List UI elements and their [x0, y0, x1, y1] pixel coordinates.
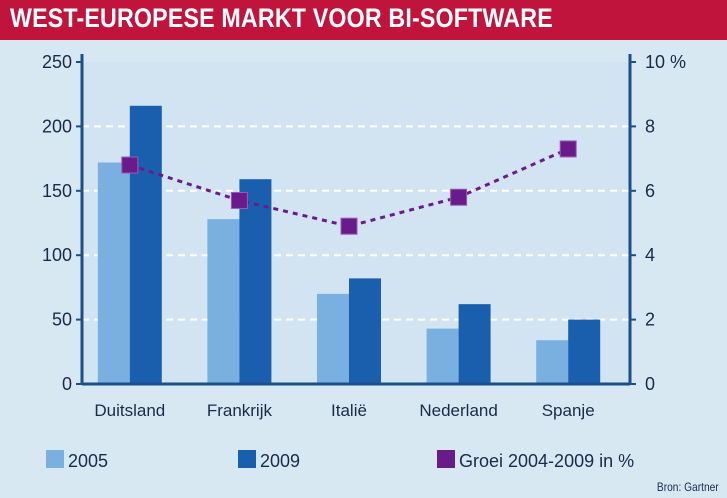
- growth-point-Spanje: [559, 140, 577, 158]
- growth-point-Duitsland: [121, 156, 139, 174]
- legend-swatch-Groei 2004-2009 in %: [437, 450, 455, 468]
- chart-title: WEST-EUROPESE MARKT VOOR BI-SOFTWARE: [10, 3, 553, 33]
- left-tick-label: 100: [42, 245, 72, 265]
- right-tick-label: 2: [645, 310, 655, 330]
- left-tick-label: 200: [42, 116, 72, 136]
- right-tick-label: 0: [645, 374, 655, 394]
- x-tick-label: Italië: [331, 401, 367, 420]
- title-bar: WEST-EUROPESE MARKT VOOR BI-SOFTWARE: [0, 0, 727, 40]
- legend-swatch-2005: [46, 450, 64, 468]
- bar-2005-Spanje: [536, 340, 569, 384]
- legend-label: 2009: [260, 451, 300, 471]
- right-tick-label: 4: [645, 245, 655, 265]
- x-tick-label: Spanje: [542, 401, 595, 420]
- growth-point-Frankrijk: [230, 191, 248, 209]
- growth-point-Italië: [340, 217, 358, 235]
- left-tick-label: 0: [62, 374, 72, 394]
- x-tick-label: Nederland: [419, 401, 497, 420]
- bar-2009-Italië: [349, 278, 381, 384]
- right-tick-label: 10 %: [645, 52, 686, 72]
- bar-2005-Italië: [317, 293, 349, 384]
- bar-2005-Nederland: [426, 328, 459, 384]
- right-tick-label: 6: [645, 181, 655, 201]
- bar-2009-Spanje: [568, 319, 601, 384]
- left-tick-label: 250: [42, 52, 72, 72]
- x-tick-label: Duitsland: [94, 401, 165, 420]
- legend-swatch-2009: [238, 450, 256, 468]
- bar-2009-Nederland: [458, 304, 491, 384]
- growth-line: [129, 147, 569, 228]
- left-tick-label: 50: [52, 310, 72, 330]
- right-tick-label: 8: [645, 116, 655, 136]
- bar-2009-Frankrijk: [239, 179, 272, 384]
- legend-label: Groei 2004-2009 in %: [459, 451, 634, 471]
- bar-2009-Duitsland: [129, 105, 162, 385]
- bar-2005-Duitsland: [97, 162, 130, 384]
- left-tick-label: 150: [42, 181, 72, 201]
- legend-label: 2005: [68, 451, 108, 471]
- x-tick-label: Frankrijk: [207, 401, 273, 420]
- growth-point-Nederland: [450, 188, 468, 206]
- source-note: Bron: Gartner: [657, 480, 719, 494]
- bar-2005-Frankrijk: [207, 219, 240, 384]
